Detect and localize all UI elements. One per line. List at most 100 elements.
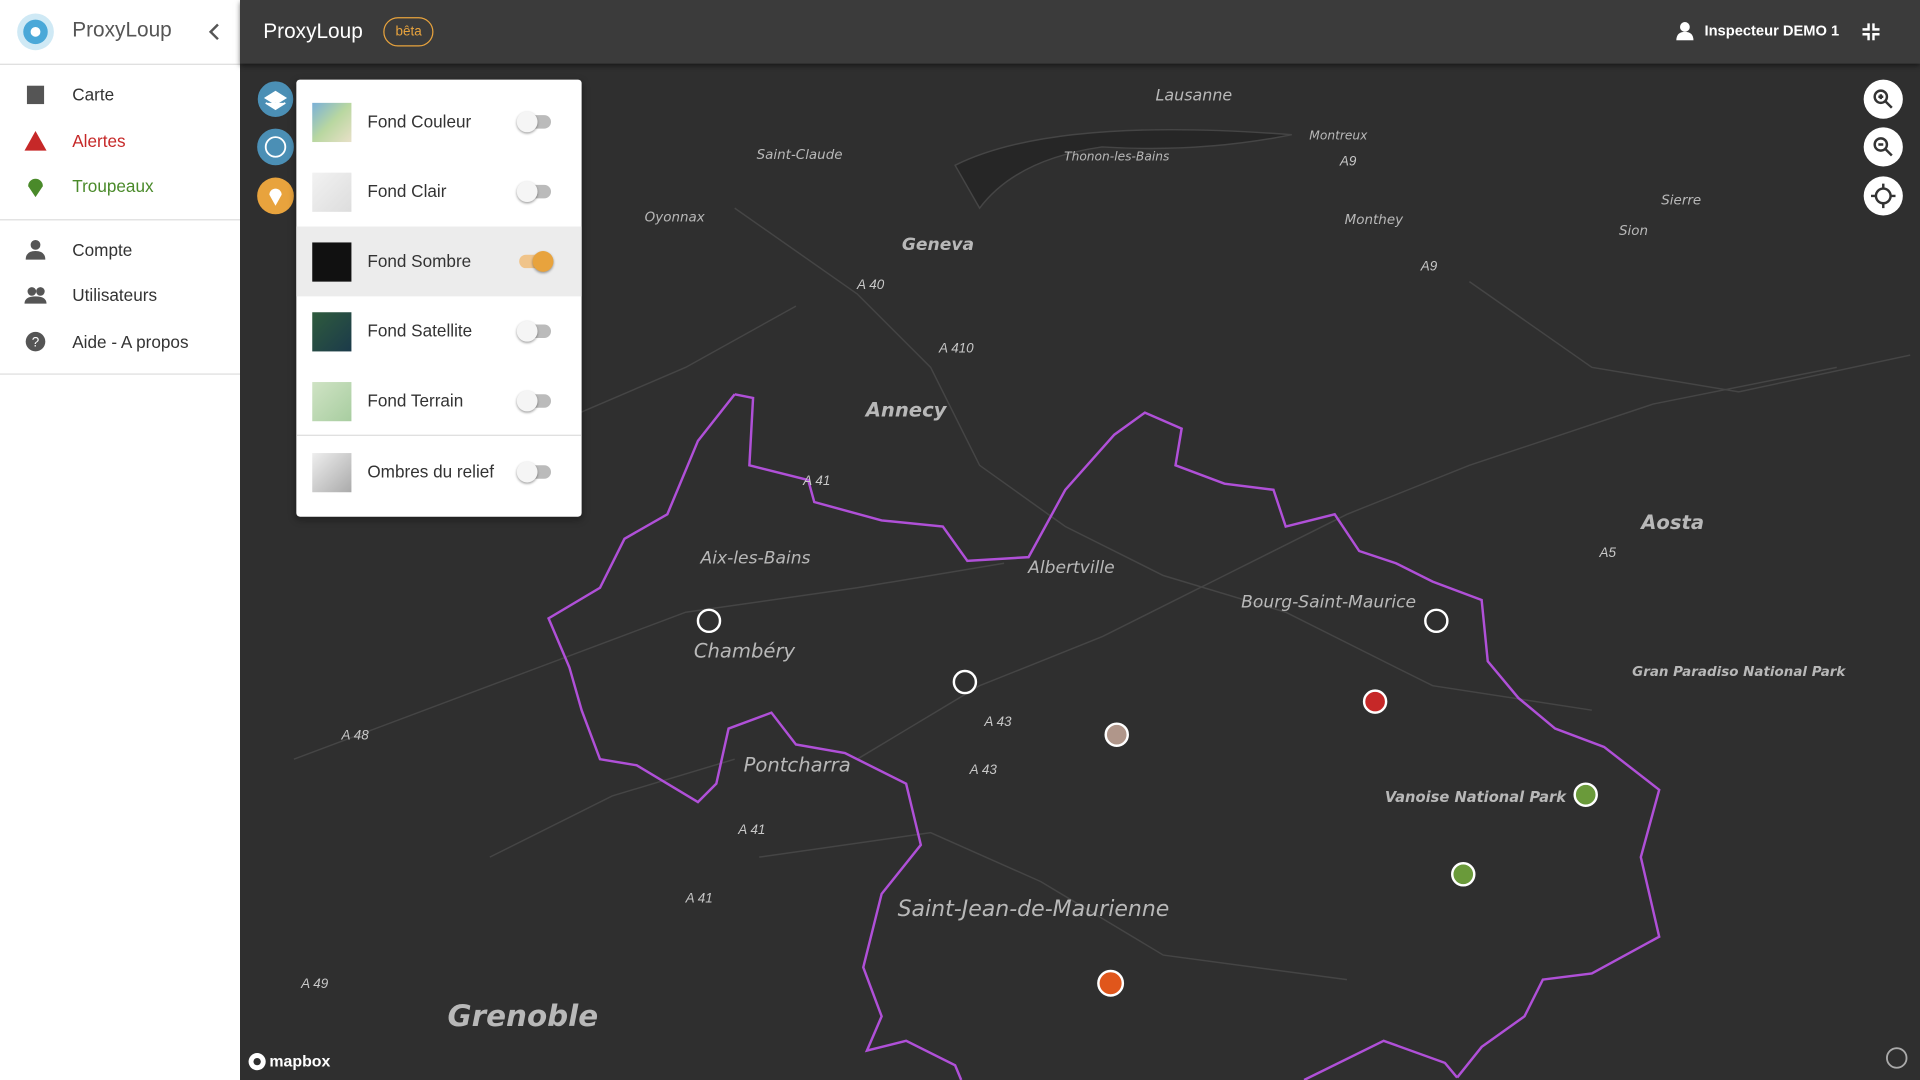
collapse-button[interactable] bbox=[206, 22, 223, 42]
place-label: Sion bbox=[1619, 224, 1648, 239]
layer-row[interactable]: Ombres du relief bbox=[296, 437, 581, 507]
toggle-knob bbox=[532, 251, 554, 272]
herd-markers[interactable] bbox=[696, 608, 1598, 997]
place-label: Saint-Jean-de-Maurienne bbox=[898, 897, 1170, 922]
herd-marker[interactable] bbox=[1104, 722, 1129, 747]
nav-item[interactable]: Carte bbox=[0, 72, 240, 117]
nav-icon bbox=[25, 240, 46, 260]
nav-item[interactable]: Alertes bbox=[0, 119, 240, 164]
herd-marker[interactable] bbox=[1362, 689, 1388, 714]
nav-label: Troupeaux bbox=[72, 176, 154, 196]
divider bbox=[296, 434, 582, 436]
road-label: A 41 bbox=[685, 890, 713, 905]
nav-icon bbox=[24, 287, 47, 304]
layer-row[interactable]: Fond Terrain bbox=[296, 366, 582, 436]
zoom-controls[interactable] bbox=[1863, 79, 1903, 216]
road-label: A 41 bbox=[737, 822, 765, 837]
nav-icon bbox=[24, 131, 47, 151]
layer-row[interactable]: Fond Sombre bbox=[296, 226, 582, 297]
place-label: Albertville bbox=[1027, 558, 1115, 578]
layer-toggle[interactable] bbox=[519, 251, 554, 272]
nav-item[interactable]: Compte bbox=[0, 228, 240, 273]
layer-label: Fond Clair bbox=[367, 181, 447, 201]
layer-label: Fond Sombre bbox=[367, 251, 472, 271]
user-icon bbox=[1676, 22, 1694, 41]
layer-thumbnail bbox=[312, 382, 352, 422]
terrain bbox=[293, 128, 1911, 981]
attribution: mapbox bbox=[269, 1054, 330, 1071]
place-label: Vanoise National Park bbox=[1385, 789, 1567, 806]
herd-marker[interactable] bbox=[1424, 608, 1449, 634]
layer-row[interactable]: Fond Clair bbox=[296, 157, 581, 227]
place-label: Pontcharra bbox=[744, 753, 851, 776]
info-button[interactable] bbox=[1886, 1047, 1908, 1069]
layer-toggle[interactable] bbox=[516, 461, 552, 483]
toggle-knob bbox=[516, 181, 538, 203]
toggle-knob bbox=[516, 320, 538, 342]
road-label: A 48 bbox=[341, 728, 370, 743]
road-label: A 49 bbox=[300, 976, 329, 991]
layer-thumbnail bbox=[312, 102, 352, 143]
place-label: Oyonnax bbox=[645, 211, 706, 226]
nav-label: Aide - A propos bbox=[72, 331, 189, 352]
road-label: A 41 bbox=[802, 473, 830, 488]
layer-row[interactable]: Fond Satellite bbox=[296, 296, 581, 366]
nav-label: Utilisateurs bbox=[72, 285, 158, 305]
toggle-knob bbox=[516, 111, 538, 133]
user-name[interactable]: Inspecteur DEMO 1 bbox=[1704, 22, 1840, 40]
layer-toggle[interactable] bbox=[516, 181, 552, 203]
place-label: Grenoble bbox=[448, 999, 599, 1033]
place-label: Aix-les-Bains bbox=[700, 548, 811, 568]
nav-item[interactable]: Utilisateurs bbox=[0, 273, 240, 318]
herd-marker[interactable] bbox=[1451, 862, 1476, 887]
place-label: Montreux bbox=[1309, 129, 1368, 143]
place-label: Chambéry bbox=[694, 640, 796, 663]
layer-toggle[interactable] bbox=[516, 390, 552, 412]
herd-marker[interactable] bbox=[696, 608, 722, 634]
layer-thumbnail bbox=[312, 242, 352, 282]
layer-thumbnail bbox=[312, 172, 352, 212]
layer-toggle[interactable] bbox=[516, 320, 552, 342]
beta-badge: bêta bbox=[383, 17, 434, 47]
nav-item[interactable]: Troupeaux bbox=[0, 164, 240, 209]
road-label: A9 bbox=[1339, 153, 1357, 168]
road-label: A5 bbox=[1599, 545, 1617, 560]
layer-label: Fond Couleur bbox=[367, 111, 472, 132]
layer-label: Fond Terrain bbox=[367, 390, 464, 411]
layer-thumbnail bbox=[312, 312, 352, 352]
nav-label: Carte bbox=[72, 84, 115, 105]
herd-marker[interactable] bbox=[1097, 969, 1125, 997]
road-label: A 43 bbox=[983, 714, 1012, 729]
herd-marker[interactable] bbox=[1573, 782, 1598, 807]
nav-icon: ? bbox=[25, 331, 46, 352]
divider bbox=[0, 373, 241, 375]
divider bbox=[0, 63, 241, 65]
svg-text:?: ? bbox=[32, 335, 39, 350]
nav-label: Compte bbox=[72, 240, 133, 260]
herd-marker[interactable] bbox=[952, 669, 978, 695]
road-label: A 410 bbox=[938, 341, 974, 356]
layer-toggle[interactable] bbox=[516, 111, 552, 133]
place-label: Lausanne bbox=[1156, 85, 1233, 104]
nav-label: Alertes bbox=[72, 131, 126, 151]
3d-button[interactable] bbox=[257, 128, 294, 166]
nav-item[interactable]: ? Aide - A propos bbox=[0, 320, 240, 365]
place-label: Gran Paradiso National Park bbox=[1632, 665, 1846, 680]
place-label: Geneva bbox=[902, 235, 974, 255]
place-label: Aosta bbox=[1639, 511, 1704, 534]
place-label: Bourg-Saint-Maurice bbox=[1241, 592, 1416, 612]
toggle-knob bbox=[516, 390, 538, 412]
app-name: ProxyLoup bbox=[72, 18, 172, 42]
layer-row[interactable]: Fond Couleur bbox=[296, 87, 581, 157]
layer-thumbnail bbox=[312, 453, 352, 493]
nav-icon bbox=[28, 178, 43, 198]
logo bbox=[17, 13, 54, 51]
divider bbox=[0, 219, 241, 221]
place-label: Annecy bbox=[864, 398, 948, 421]
toggle-knob bbox=[516, 461, 538, 483]
road-label: A9 bbox=[1420, 259, 1438, 274]
exit-fullscreen[interactable] bbox=[1862, 23, 1880, 41]
layer-label: Fond Satellite bbox=[367, 320, 473, 341]
